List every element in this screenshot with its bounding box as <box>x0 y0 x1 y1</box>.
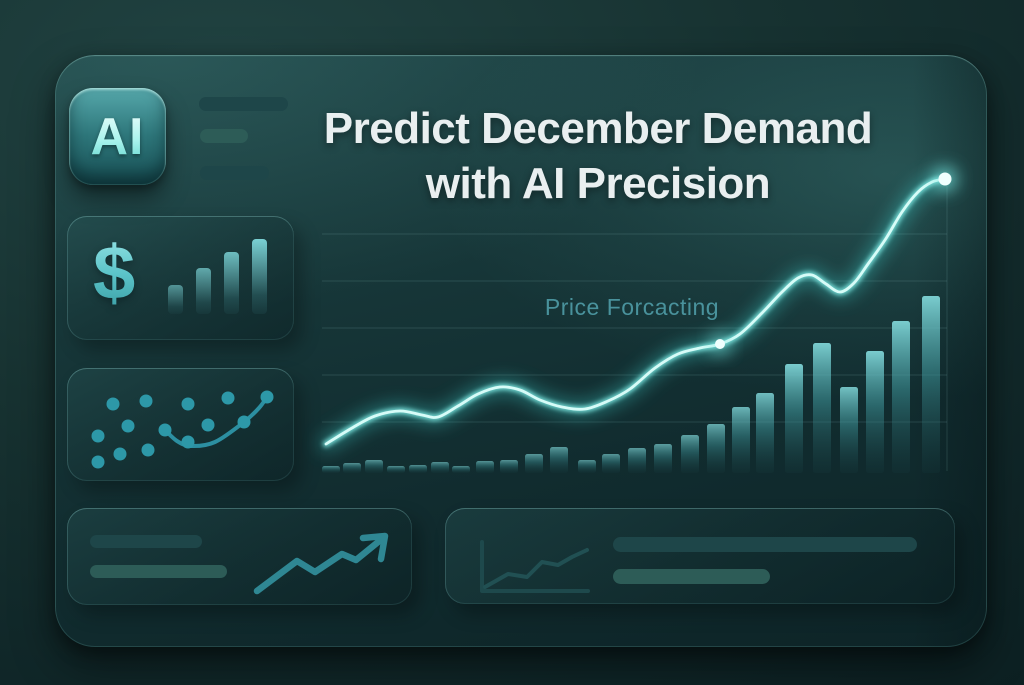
trend-arrow-icon <box>253 532 389 595</box>
trend-skeleton-line-2 <box>90 565 227 578</box>
scatter-plot-icon <box>91 390 274 469</box>
page-title: Predict December Demand with AI Precisio… <box>268 101 928 211</box>
header-skeleton-line-2 <box>200 129 248 143</box>
forecast-label: Price Forcacting <box>544 294 720 320</box>
ai-badge-icon: AI <box>69 88 166 185</box>
header-skeleton-line-1 <box>199 97 288 111</box>
trend-card <box>67 508 412 605</box>
report-skeleton-line-1 <box>613 537 917 552</box>
line-chart-icon <box>480 540 590 593</box>
mini-bar <box>196 268 211 314</box>
page-title-line-2: with AI Precision <box>425 159 771 208</box>
mini-bar <box>168 285 183 314</box>
bar-chart-icon <box>168 234 268 314</box>
scatter-card <box>67 368 294 481</box>
mini-bar <box>252 239 267 314</box>
header-skeleton-line-3 <box>200 166 269 180</box>
dollar-icon: $ <box>93 231 136 316</box>
trend-skeleton-line-1 <box>90 535 202 548</box>
report-skeleton-line-2 <box>613 569 770 584</box>
report-card <box>445 508 955 604</box>
ai-badge-label: AI <box>90 107 145 166</box>
finance-card: $ <box>67 216 294 340</box>
page-title-line-1: Predict December Demand <box>323 104 873 153</box>
mini-bar <box>224 252 239 314</box>
